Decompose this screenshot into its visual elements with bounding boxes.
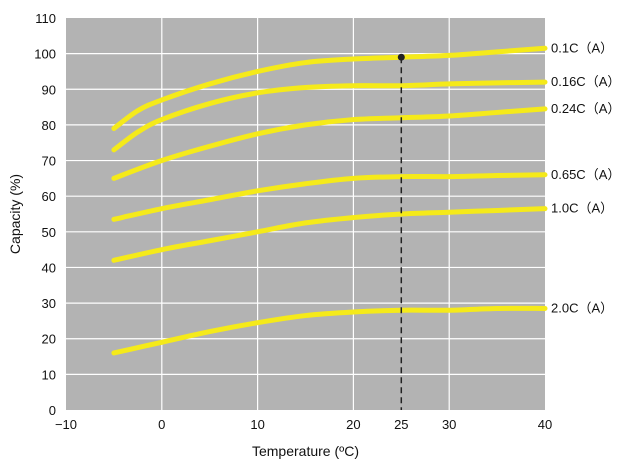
x-tick-label: 40 [538, 417, 552, 432]
reference-layer [397, 53, 405, 410]
y-tick-label: 50 [42, 225, 56, 240]
x-tick-label: −10 [55, 417, 77, 432]
y-tick-label: 100 [34, 47, 56, 62]
series-lines [111, 45, 548, 356]
y-tick-label: 60 [42, 189, 56, 204]
x-tick-label: 20 [346, 417, 360, 432]
series-label-1: 0.16C（A） [551, 74, 620, 89]
reference-marker [397, 53, 405, 61]
y-tick-label: 110 [35, 11, 56, 26]
x-axis-title: Temperature (ºC) [252, 443, 359, 459]
y-tick-label: 40 [42, 260, 56, 275]
series-line-0 [111, 45, 548, 131]
y-tick-label: 0 [49, 403, 56, 418]
x-tick-label: 25 [394, 417, 408, 432]
series-line-3 [111, 172, 548, 222]
series-line-2 [111, 106, 548, 181]
series-label-4: 1.0C（A） [551, 201, 613, 216]
series-label-5: 2.0C（A） [551, 300, 613, 315]
x-tick-label: 30 [442, 417, 456, 432]
series-line-5 [111, 305, 548, 356]
series-labels: 0.1C（A） 0.16C（A） 0.24C（A） 0.65C（A） 1.0C（A） 2.… [551, 40, 620, 315]
y-axis-ticks: 0 10 20 30 40 50 60 70 80 90 100 110 [34, 11, 56, 418]
series-label-0: 0.1C（A） [551, 40, 613, 55]
y-tick-label: 90 [42, 82, 56, 97]
y-tick-label: 10 [42, 367, 56, 382]
series-label-3: 0.65C（A） [551, 167, 620, 182]
series-line-4 [111, 206, 548, 263]
y-tick-label: 80 [42, 118, 56, 133]
y-tick-label: 20 [42, 332, 56, 347]
y-axis-title: Capacity (%) [7, 174, 23, 254]
series-label-2: 0.24C（A） [551, 101, 620, 116]
y-tick-label: 70 [42, 154, 56, 169]
series-line-1 [111, 79, 548, 153]
y-tick-label: 30 [42, 296, 56, 311]
x-tick-label: 10 [250, 417, 264, 432]
x-tick-label: 0 [158, 417, 165, 432]
x-axis-ticks: −10 0 10 20 25 30 40 [55, 417, 552, 432]
